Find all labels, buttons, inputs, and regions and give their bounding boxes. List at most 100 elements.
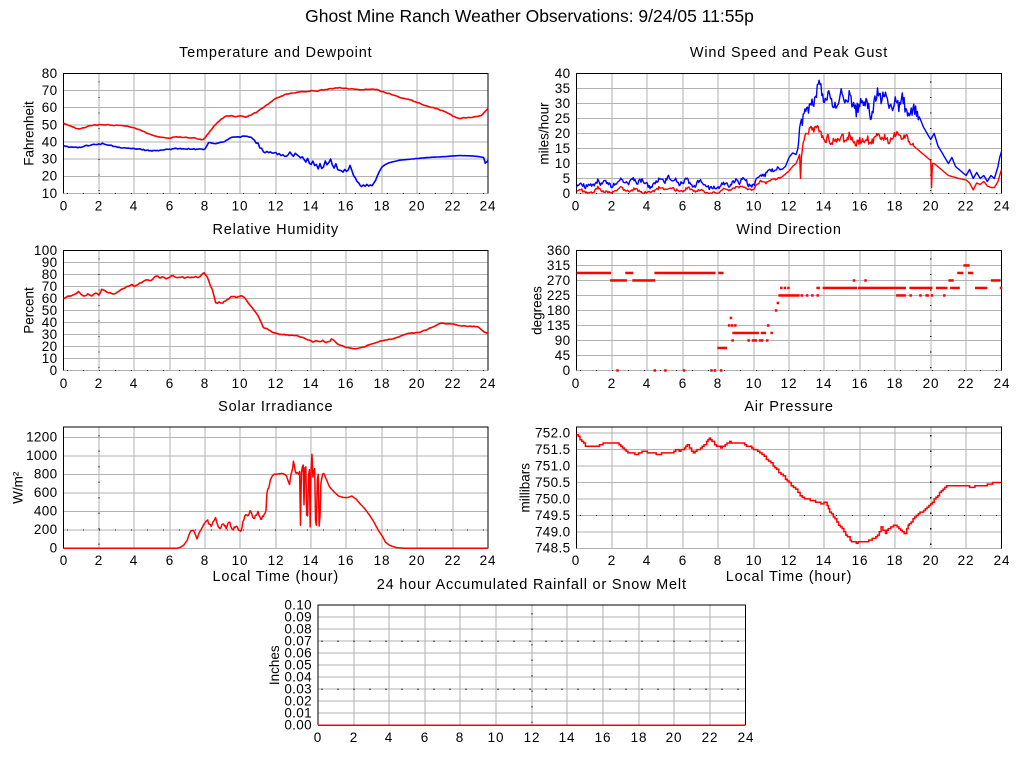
svg-text:14: 14 xyxy=(303,199,320,214)
svg-text:10: 10 xyxy=(232,553,249,568)
svg-text:70: 70 xyxy=(42,83,58,98)
svg-text:14: 14 xyxy=(816,376,833,391)
svg-text:0.02: 0.02 xyxy=(284,694,312,709)
svg-text:6: 6 xyxy=(421,730,429,745)
svg-text:8: 8 xyxy=(201,553,209,568)
svg-text:0.01: 0.01 xyxy=(284,706,312,721)
svg-text:749.0: 749.0 xyxy=(535,524,571,539)
svg-text:Fahrenheit: Fahrenheit xyxy=(22,101,37,166)
svg-text:4: 4 xyxy=(643,553,651,568)
svg-text:5: 5 xyxy=(563,171,571,186)
svg-text:0: 0 xyxy=(60,553,68,568)
svg-text:18: 18 xyxy=(374,553,391,568)
svg-text:0.04: 0.04 xyxy=(284,670,312,685)
svg-text:20: 20 xyxy=(42,339,58,354)
svg-text:14: 14 xyxy=(303,553,320,568)
svg-text:748.5: 748.5 xyxy=(535,541,571,556)
svg-text:0: 0 xyxy=(60,376,68,391)
svg-text:12: 12 xyxy=(524,730,541,745)
svg-text:0: 0 xyxy=(60,199,68,214)
svg-text:8: 8 xyxy=(201,199,209,214)
svg-text:10: 10 xyxy=(42,186,58,201)
svg-text:0: 0 xyxy=(572,376,580,391)
svg-text:50: 50 xyxy=(42,117,58,132)
svg-text:16: 16 xyxy=(852,199,869,214)
svg-text:2: 2 xyxy=(608,553,616,568)
svg-text:Percent: Percent xyxy=(22,287,37,334)
svg-text:24: 24 xyxy=(480,376,497,391)
svg-text:18: 18 xyxy=(887,199,904,214)
svg-text:Local Time (hour): Local Time (hour) xyxy=(726,569,852,585)
svg-text:12: 12 xyxy=(268,376,285,391)
svg-text:180: 180 xyxy=(547,303,571,318)
svg-text:0: 0 xyxy=(563,363,571,378)
svg-text:16: 16 xyxy=(595,730,612,745)
svg-text:24: 24 xyxy=(994,553,1011,568)
svg-text:15: 15 xyxy=(555,141,571,156)
svg-text:40: 40 xyxy=(555,66,571,81)
svg-text:4: 4 xyxy=(385,730,393,745)
svg-text:W/m²: W/m² xyxy=(11,471,26,504)
svg-text:22: 22 xyxy=(958,199,975,214)
svg-text:30: 30 xyxy=(42,327,58,342)
svg-text:12: 12 xyxy=(781,199,798,214)
svg-text:35: 35 xyxy=(555,81,571,96)
svg-text:16: 16 xyxy=(338,376,355,391)
svg-text:6: 6 xyxy=(166,553,174,568)
svg-text:80: 80 xyxy=(42,66,58,81)
svg-text:Local Time (hour): Local Time (hour) xyxy=(213,569,339,585)
svg-text:90: 90 xyxy=(555,333,571,348)
svg-text:40: 40 xyxy=(42,134,58,149)
svg-text:10: 10 xyxy=(232,376,249,391)
svg-text:20: 20 xyxy=(409,553,426,568)
svg-text:12: 12 xyxy=(781,376,798,391)
svg-text:22: 22 xyxy=(958,553,975,568)
svg-text:270: 270 xyxy=(547,273,571,288)
svg-text:22: 22 xyxy=(958,376,975,391)
svg-text:Relative Humidity: Relative Humidity xyxy=(213,222,339,238)
svg-text:200: 200 xyxy=(34,522,58,537)
svg-text:12: 12 xyxy=(268,199,285,214)
svg-text:4: 4 xyxy=(643,199,651,214)
svg-text:12: 12 xyxy=(781,553,798,568)
svg-text:24: 24 xyxy=(480,553,497,568)
svg-text:10: 10 xyxy=(488,730,505,745)
svg-text:18: 18 xyxy=(631,730,648,745)
svg-text:0.06: 0.06 xyxy=(284,646,312,661)
svg-text:20: 20 xyxy=(923,376,940,391)
svg-text:70: 70 xyxy=(42,279,58,294)
svg-text:2: 2 xyxy=(350,730,358,745)
svg-text:20: 20 xyxy=(42,169,58,184)
svg-text:0: 0 xyxy=(563,186,571,201)
svg-text:6: 6 xyxy=(679,376,687,391)
svg-text:10: 10 xyxy=(555,156,571,171)
svg-text:24: 24 xyxy=(994,376,1011,391)
svg-text:Temperature and Dewpoint: Temperature and Dewpoint xyxy=(179,45,372,61)
svg-text:0.07: 0.07 xyxy=(284,634,312,649)
svg-text:20: 20 xyxy=(555,126,571,141)
svg-text:8: 8 xyxy=(456,730,464,745)
svg-text:360: 360 xyxy=(547,243,571,258)
svg-text:100: 100 xyxy=(34,243,58,258)
svg-text:10: 10 xyxy=(232,199,249,214)
svg-text:20: 20 xyxy=(923,553,940,568)
svg-text:40: 40 xyxy=(42,315,58,330)
svg-text:4: 4 xyxy=(643,376,651,391)
svg-text:750.5: 750.5 xyxy=(535,475,571,490)
svg-text:0.00: 0.00 xyxy=(284,718,312,733)
svg-text:751.0: 751.0 xyxy=(535,458,571,473)
svg-text:Wind Direction: Wind Direction xyxy=(736,222,841,238)
svg-text:miles/hour: miles/hour xyxy=(537,102,552,165)
svg-text:0.08: 0.08 xyxy=(284,622,312,637)
svg-text:45: 45 xyxy=(555,348,571,363)
svg-text:degrees: degrees xyxy=(530,286,545,335)
svg-text:20: 20 xyxy=(666,730,683,745)
svg-text:225: 225 xyxy=(547,288,571,303)
svg-text:0: 0 xyxy=(572,553,580,568)
svg-text:600: 600 xyxy=(34,485,58,500)
svg-text:22: 22 xyxy=(445,553,462,568)
svg-text:6: 6 xyxy=(166,376,174,391)
svg-text:24: 24 xyxy=(994,199,1011,214)
svg-text:14: 14 xyxy=(559,730,576,745)
svg-text:25: 25 xyxy=(555,111,571,126)
